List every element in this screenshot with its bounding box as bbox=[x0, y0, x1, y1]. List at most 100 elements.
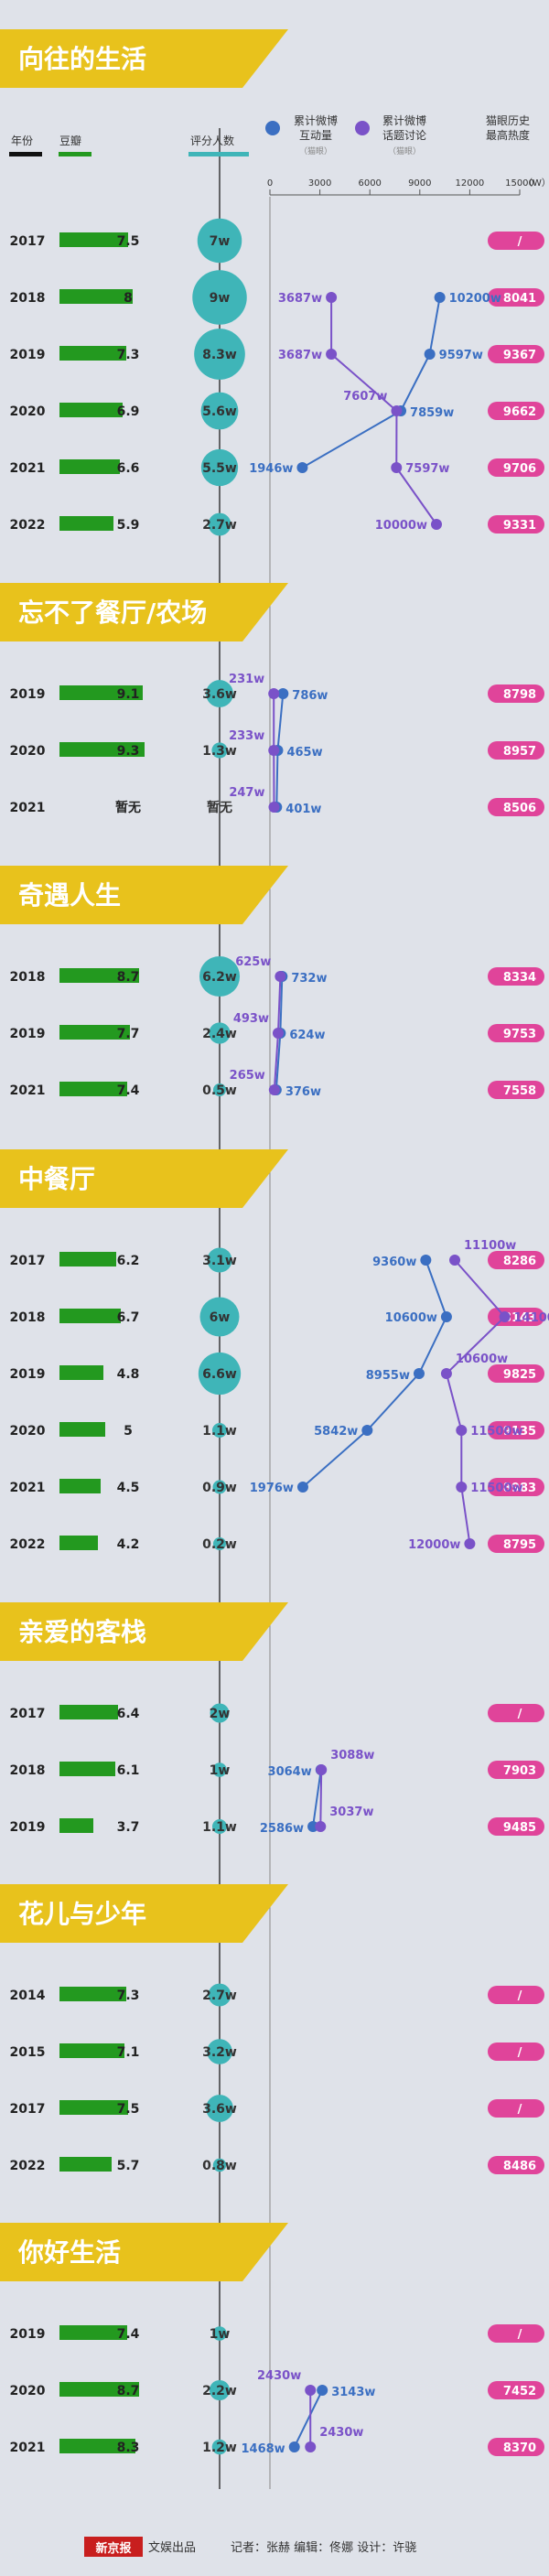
rating-count-circle bbox=[211, 742, 228, 759]
header-year-underline bbox=[9, 152, 42, 156]
axis-tick-label: 0 bbox=[267, 178, 273, 189]
topic-label: 247w bbox=[229, 786, 264, 800]
interaction-label: 5842w bbox=[314, 1425, 358, 1439]
douban-bar bbox=[59, 459, 120, 474]
topic-point bbox=[326, 292, 338, 303]
maoyan-hot-pill bbox=[488, 515, 544, 534]
section-banner bbox=[0, 1149, 288, 1208]
maoyan-hot-pill bbox=[488, 2438, 544, 2456]
douban-bar bbox=[59, 1309, 121, 1323]
footer-logo: 新京报 bbox=[95, 2541, 132, 2556]
header-count-label: 评分人数 bbox=[190, 134, 234, 147]
row-year: 2019 bbox=[10, 2327, 46, 2342]
interaction-label: 9597w bbox=[439, 349, 483, 362]
row-year: 2017 bbox=[10, 234, 46, 249]
row-year: 2018 bbox=[10, 970, 46, 985]
row-year: 2020 bbox=[10, 404, 46, 419]
douban-bar bbox=[59, 232, 128, 247]
section-banner bbox=[0, 1602, 288, 1661]
row-year: 2020 bbox=[10, 1424, 46, 1439]
maoyan-hot-value: 7452 bbox=[503, 2385, 536, 2398]
douban-value: 5 bbox=[124, 1424, 133, 1439]
douban-value: 5.9 bbox=[117, 518, 140, 533]
douban-bar bbox=[59, 1365, 103, 1380]
maoyan-header-line2: 最高热度 bbox=[486, 128, 530, 142]
rating-count-circle bbox=[197, 218, 242, 264]
maoyan-hot-value: 9135 bbox=[503, 1425, 536, 1439]
douban-bar bbox=[59, 2439, 135, 2453]
row-year: 2020 bbox=[10, 744, 46, 759]
topic-label: 625w bbox=[235, 955, 271, 969]
maoyan-hot-pill bbox=[488, 1761, 544, 1779]
section-title: 中餐厅 bbox=[18, 1164, 95, 1194]
section-title: 向往的生活 bbox=[18, 44, 146, 74]
legend-interaction-dot bbox=[265, 121, 280, 135]
douban-value: 暂无 bbox=[115, 800, 141, 815]
topic-label: 265w bbox=[230, 1069, 265, 1083]
topic-point bbox=[274, 971, 286, 982]
interaction-point bbox=[296, 1482, 308, 1493]
rating-count-circle bbox=[199, 1297, 240, 1337]
topic-point bbox=[268, 688, 280, 699]
topic-label: 10600w bbox=[456, 1353, 508, 1366]
rating-count-label: 6w bbox=[210, 1310, 231, 1325]
row-year: 2019 bbox=[10, 687, 46, 702]
maoyan-hot-value: 8286 bbox=[503, 1255, 536, 1268]
interaction-point bbox=[317, 2385, 328, 2396]
maoyan-hot-value: / bbox=[518, 1989, 522, 2003]
rating-count-circle bbox=[200, 392, 239, 430]
douban-value: 6.4 bbox=[117, 1707, 140, 1721]
interaction-point bbox=[413, 1368, 425, 1379]
section-banner bbox=[0, 2223, 288, 2281]
topic-point bbox=[268, 802, 280, 813]
topic-point bbox=[431, 519, 442, 530]
axis-tick-label: 12000 bbox=[455, 178, 484, 189]
topic-label: 11100w bbox=[464, 1239, 516, 1253]
douban-value: 7.5 bbox=[117, 2102, 140, 2117]
douban-value: 8 bbox=[124, 291, 133, 306]
section-title: 忘不了餐厅/农场 bbox=[18, 598, 207, 628]
topic-point bbox=[391, 462, 403, 473]
legend-topic-note: （猫眼） bbox=[388, 146, 421, 156]
interaction-point bbox=[434, 292, 446, 303]
rating-count-label: 暂无 bbox=[207, 800, 232, 815]
maoyan-hot-pill bbox=[488, 345, 544, 363]
rating-count-label: 1.2w bbox=[202, 2441, 237, 2455]
douban-value: 5.7 bbox=[117, 2159, 140, 2173]
interaction-label: 732w bbox=[291, 972, 327, 986]
interaction-label: 10200w bbox=[449, 292, 501, 306]
rating-count-label: 9w bbox=[210, 291, 231, 306]
maoyan-hot-value: 7558 bbox=[503, 1084, 536, 1098]
rating-count-circle bbox=[207, 1247, 232, 1273]
douban-bar bbox=[59, 1762, 115, 1776]
interaction-label: 7859w bbox=[410, 406, 454, 420]
rating-count-label: 3.2w bbox=[202, 2045, 237, 2060]
row-year: 2019 bbox=[10, 1027, 46, 1041]
section-banner bbox=[0, 583, 288, 641]
section-title: 花儿与少年 bbox=[18, 1899, 146, 1929]
interaction-label: 465w bbox=[286, 746, 322, 760]
maoyan-hot-value: 9485 bbox=[503, 1821, 536, 1835]
rating-count-label: 6.6w bbox=[202, 1367, 237, 1382]
row-year: 2022 bbox=[10, 2159, 46, 2173]
topic-label: 2430w bbox=[257, 2369, 301, 2383]
topic-point bbox=[464, 1538, 476, 1549]
topic-point bbox=[499, 1311, 511, 1322]
rating-count-label: 2w bbox=[210, 1707, 231, 1721]
topic-point bbox=[456, 1425, 468, 1436]
axis-tick-label: 6000 bbox=[358, 178, 381, 189]
douban-value: 8.7 bbox=[117, 2384, 140, 2398]
maoyan-hot-value: 9662 bbox=[503, 405, 536, 419]
topic-point bbox=[316, 1764, 328, 1775]
rating-count-label: 0.9w bbox=[202, 1481, 237, 1495]
douban-bar bbox=[59, 403, 123, 417]
row-year: 2022 bbox=[10, 518, 46, 533]
maoyan-hot-value: 8798 bbox=[503, 688, 536, 702]
rating-count-label: 0.2w bbox=[202, 1537, 237, 1552]
topic-label: 3088w bbox=[330, 1749, 374, 1762]
douban-value: 6.2 bbox=[117, 1254, 140, 1268]
maoyan-hot-pill bbox=[488, 1421, 544, 1439]
interaction-line bbox=[301, 296, 441, 469]
footer-credits: 记者：张赫 编辑：佟娜 设计：许骁 bbox=[231, 2540, 416, 2555]
section-banner bbox=[0, 866, 288, 924]
